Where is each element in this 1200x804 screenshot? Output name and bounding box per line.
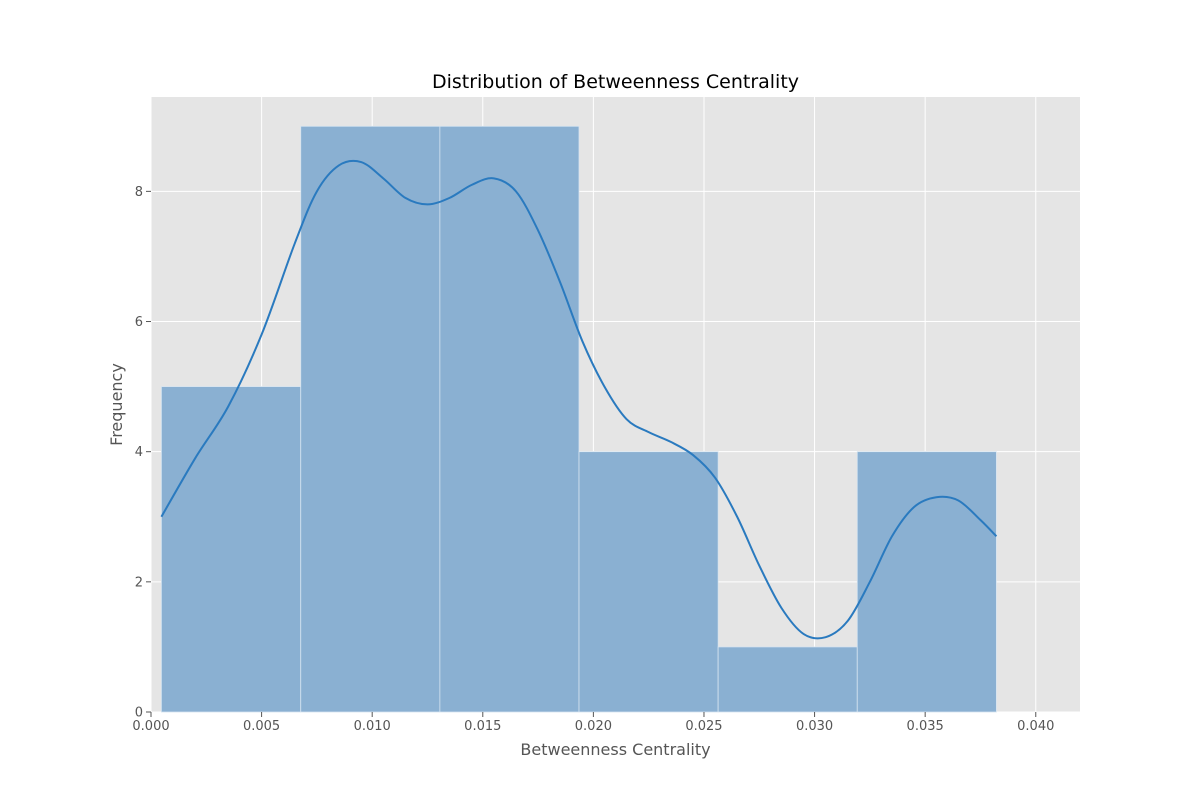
x-tick-label: 0.015 <box>464 719 501 734</box>
histogram-bar <box>439 125 580 713</box>
y-tick-label: 6 <box>135 315 143 330</box>
histogram-bar <box>578 451 719 713</box>
kde-curve-layer <box>160 159 998 640</box>
y-tick-label: 4 <box>135 445 143 460</box>
axes: 0.000 0.005 0.010 0.015 0.020 0.025 0.030 0.035… <box>132 185 1054 734</box>
x-axis-label: Betweenness Centrality <box>520 740 710 759</box>
x-tick-label: 0.010 <box>354 719 391 734</box>
x-tick-label: 0.025 <box>685 719 722 734</box>
x-tick-label: 0.020 <box>575 719 612 734</box>
x-tick-label: 0.005 <box>243 719 280 734</box>
y-tick-label: 8 <box>135 185 143 200</box>
y-tick-label: 0 <box>135 706 143 721</box>
kde-curve <box>160 159 998 640</box>
histogram-bars <box>160 125 997 713</box>
x-tick-label: 0.035 <box>907 719 944 734</box>
y-axis-label: Frequency <box>107 363 126 446</box>
histogram-bar <box>856 451 997 713</box>
y-tick-label: 2 <box>135 575 143 590</box>
histogram-bar <box>160 386 302 713</box>
histogram-bar <box>717 646 858 713</box>
x-tick-label: 0.040 <box>1017 719 1054 734</box>
x-tick-label: 0.030 <box>796 719 833 734</box>
histogram-bar <box>300 125 441 713</box>
chart-title: Distribution of Betweenness Centrality <box>432 71 799 93</box>
x-tick-label: 0.000 <box>132 719 169 734</box>
